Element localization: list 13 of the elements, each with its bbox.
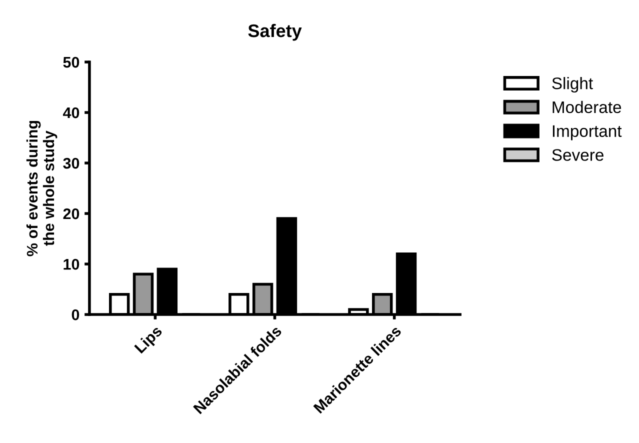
y-tick-label: 50 bbox=[63, 56, 80, 68]
legend-label: Moderate bbox=[552, 100, 622, 114]
y-tick-label: 40 bbox=[62, 107, 80, 118]
y-tick-label: 20 bbox=[63, 208, 80, 220]
y-tick-label: 30 bbox=[63, 158, 80, 169]
y-axis-title: % of events during the whole study bbox=[26, 120, 58, 256]
legend-label: Important bbox=[552, 125, 622, 140]
y-tick-label: 10 bbox=[64, 258, 80, 270]
chart-title: Safety bbox=[248, 24, 302, 41]
legend-label: Severe bbox=[552, 149, 604, 161]
legend-label: Slight bbox=[552, 77, 593, 93]
y-tick-label: 0 bbox=[72, 309, 80, 320]
x-tick-label: Lips bbox=[134, 324, 165, 356]
